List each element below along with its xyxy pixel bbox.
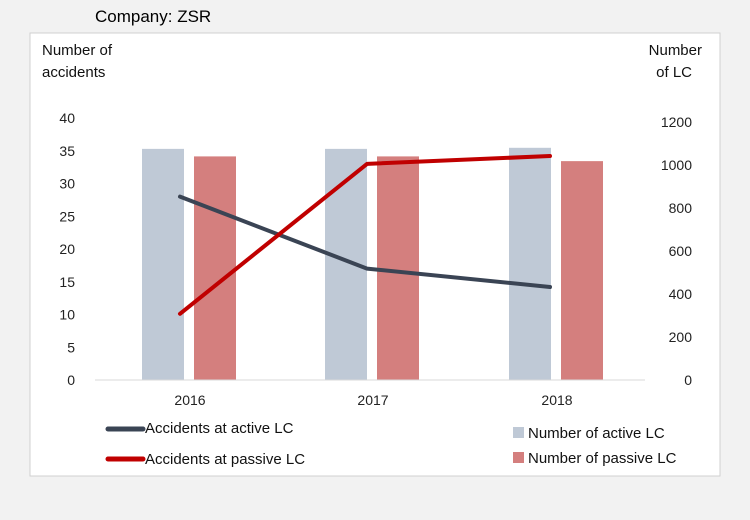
y-right-tick-label: 1000 xyxy=(661,157,692,173)
legend-item-accidents-passive: Accidents at passive LC xyxy=(105,451,305,468)
bar-active-lc-2018 xyxy=(509,147,551,380)
y-right-tick-label: 0 xyxy=(684,372,692,388)
legend-swatch-active-lc xyxy=(513,427,524,438)
bar-passive-lc-2016 xyxy=(194,156,236,380)
y-left-tick-label: 35 xyxy=(59,143,75,159)
chart-title: Company: ZSR xyxy=(95,7,211,26)
legend-label-accidents-passive: Accidents at passive LC xyxy=(145,451,305,468)
y-left-tick-label: 5 xyxy=(67,339,75,355)
plot-frame xyxy=(29,32,721,477)
y-right-tick-label: 200 xyxy=(669,329,693,345)
legend: Accidents at active LC Accidents at pass… xyxy=(105,420,677,468)
y-left-title-line-2: accidents xyxy=(42,64,105,81)
line-accidents-active xyxy=(178,194,552,289)
bar-passive-lc-2018 xyxy=(561,161,603,380)
y-left-tick-label: 40 xyxy=(59,110,75,126)
bar-passive-lc-2017 xyxy=(377,156,419,380)
lines-group xyxy=(178,154,552,316)
line-accidents-passive xyxy=(178,154,552,316)
y-right-tick-label: 1200 xyxy=(661,114,692,130)
y-left-tick-label: 10 xyxy=(59,307,75,323)
y-right-tick-label: 600 xyxy=(669,243,693,259)
legend-label-accidents-active: Accidents at active LC xyxy=(145,420,294,437)
y-left-tick-labels: 0 5 10 15 20 25 30 35 40 xyxy=(59,110,75,388)
x-tick-label: 2016 xyxy=(174,392,205,408)
y-right-tick-label: 800 xyxy=(669,200,693,216)
bar-active-lc-2016 xyxy=(142,148,184,380)
y-left-title-line-1: Number of xyxy=(42,42,113,59)
legend-item-accidents-active: Accidents at active LC xyxy=(105,420,294,437)
legend-label-passive-lc: Number of passive LC xyxy=(528,450,677,467)
y-right-title-line-1: Number xyxy=(649,42,702,59)
x-tick-labels: 2016 2017 2018 xyxy=(174,392,572,408)
y-right-tick-labels: 0 200 400 600 800 1000 1200 xyxy=(661,114,692,388)
x-tick-label: 2018 xyxy=(541,392,572,408)
y-right-title-line-2: of LC xyxy=(656,64,692,81)
x-tick-label: 2017 xyxy=(357,392,388,408)
y-left-tick-label: 20 xyxy=(59,241,75,257)
y-left-tick-label: 0 xyxy=(67,372,75,388)
legend-item-passive-lc: Number of passive LC xyxy=(513,450,677,467)
bars-group xyxy=(142,147,603,380)
y-left-tick-label: 15 xyxy=(59,274,75,290)
legend-item-active-lc: Number of active LC xyxy=(513,425,665,442)
y-left-tick-label: 25 xyxy=(59,208,75,224)
legend-label-active-lc: Number of active LC xyxy=(528,425,665,442)
y-left-tick-label: 30 xyxy=(59,176,75,192)
legend-swatch-passive-lc xyxy=(513,452,524,463)
y-right-tick-label: 400 xyxy=(669,286,693,302)
